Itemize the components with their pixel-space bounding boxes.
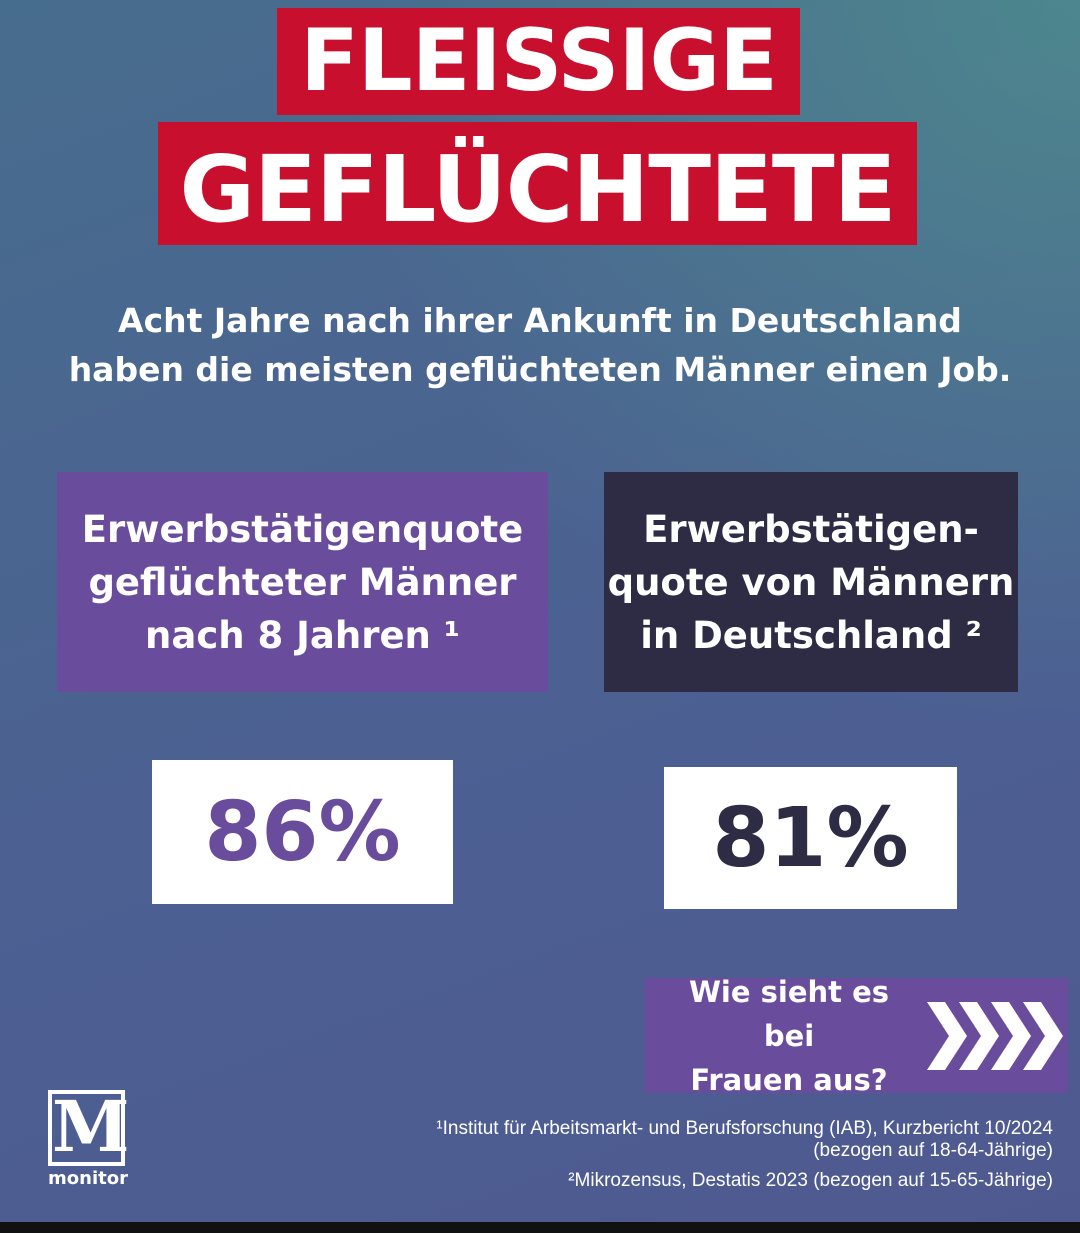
label-line: geflüchteter Männer <box>88 560 517 604</box>
refugee-men-rate: 86% <box>152 760 453 904</box>
title-line-1: FLEISSIGE <box>277 8 800 115</box>
title-line-2: GEFLÜCHTETE <box>158 122 917 245</box>
footnote-2: ²Mikrozensus, Destatis 2023 (bezogen auf… <box>568 1170 1053 1191</box>
bottom-strip <box>0 1222 1080 1233</box>
germany-men-label-box: Erwerbstätigen- quote von Männern in Deu… <box>604 472 1018 692</box>
label-line: Erwerbstätigen- <box>643 507 979 551</box>
label-line: quote von Männern <box>607 560 1015 604</box>
cta-line: Frauen aus? <box>690 1062 888 1097</box>
subtitle-line-2: haben die meisten geflüchteten Männer ei… <box>68 350 1012 389</box>
label-line: Erwerbstätigenquote <box>81 507 524 551</box>
footnote-1-range: (bezogen auf 18-64-Jährige) <box>813 1140 1053 1161</box>
label-line: in Deutschland ² <box>640 613 982 657</box>
germany-men-rate: 81% <box>664 767 957 909</box>
subtitle: Acht Jahre nach ihrer Ankunft in Deutsch… <box>0 296 1080 394</box>
chevrons-right-icon <box>927 1001 1063 1070</box>
footnote-1: ¹Institut für Arbeitsmarkt- und Berufsfo… <box>436 1118 1053 1139</box>
label-line: nach 8 Jahren ¹ <box>145 613 460 657</box>
cta-line: Wie sieht es bei <box>688 974 890 1053</box>
logo-text: monitor <box>48 1168 128 1189</box>
subtitle-line-1: Acht Jahre nach ihrer Ankunft in Deutsch… <box>118 301 962 340</box>
logo-mark: M <box>48 1090 130 1166</box>
women-next-button[interactable]: Wie sieht es bei Frauen aus? <box>645 975 1068 1097</box>
refugee-men-label-box: Erwerbstätigenquote geflüchteter Männer … <box>57 472 548 692</box>
monitor-logo: M monitor <box>48 1090 130 1189</box>
footnotes: ¹Institut für Arbeitsmarkt- und Berufsfo… <box>436 1118 1053 1200</box>
